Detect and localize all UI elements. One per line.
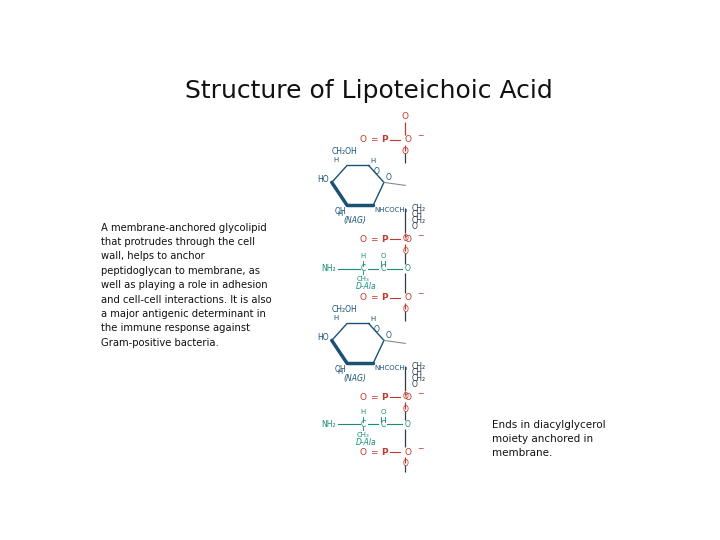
Text: CH₂: CH₂	[412, 204, 426, 213]
Text: −: −	[418, 389, 424, 398]
Text: Ends in diacylglycerol
moiety anchored in
membrane.: Ends in diacylglycerol moiety anchored i…	[492, 420, 606, 458]
Text: CH₂OH: CH₂OH	[331, 147, 357, 156]
Text: O: O	[360, 235, 367, 244]
Text: NH₂: NH₂	[321, 264, 336, 273]
Text: CH₂: CH₂	[412, 374, 426, 383]
Text: C: C	[361, 420, 366, 429]
Text: O: O	[380, 253, 386, 259]
Text: P: P	[381, 293, 387, 302]
Text: CH₂: CH₂	[412, 362, 426, 371]
Text: CH₃: CH₃	[357, 432, 370, 438]
Text: O: O	[402, 459, 408, 468]
Text: O: O	[402, 234, 408, 244]
Text: =: =	[369, 448, 377, 457]
Text: CH: CH	[412, 210, 423, 219]
Text: −: −	[418, 444, 424, 453]
Text: OH: OH	[334, 207, 346, 215]
Text: O: O	[405, 393, 412, 402]
Text: −: −	[418, 231, 424, 240]
Text: O: O	[402, 393, 408, 401]
Text: O: O	[386, 331, 392, 340]
Text: C: C	[380, 420, 386, 429]
Text: NH₂: NH₂	[321, 420, 336, 429]
Text: H: H	[361, 253, 366, 259]
Text: O: O	[386, 173, 392, 182]
Text: D-Ala: D-Ala	[356, 282, 377, 291]
Text: HO: HO	[318, 333, 329, 342]
Text: NHCOCH₃: NHCOCH₃	[374, 207, 408, 213]
Text: O: O	[402, 305, 408, 314]
Text: O: O	[360, 135, 367, 144]
Text: O: O	[402, 405, 408, 414]
Text: =: =	[369, 293, 377, 302]
Text: HO: HO	[318, 174, 329, 184]
Text: O: O	[360, 448, 367, 457]
Text: O: O	[405, 448, 412, 457]
Text: −: −	[418, 289, 424, 298]
Text: O: O	[402, 112, 409, 122]
Text: (NAG): (NAG)	[343, 374, 366, 383]
Text: O: O	[373, 325, 379, 334]
Text: NHCOCH₃: NHCOCH₃	[374, 366, 408, 372]
Text: H: H	[338, 369, 343, 375]
Text: P: P	[381, 235, 387, 244]
Text: H: H	[338, 211, 343, 217]
Text: CH₃: CH₃	[357, 276, 370, 282]
Text: O: O	[405, 135, 412, 144]
Text: O: O	[404, 264, 410, 273]
Text: H: H	[371, 316, 376, 322]
Text: A membrane-anchored glycolipid
that protrudes through the cell
wall, helps to an: A membrane-anchored glycolipid that prot…	[101, 222, 271, 348]
Text: C: C	[361, 264, 366, 273]
Text: O: O	[412, 381, 418, 389]
Text: H: H	[361, 409, 366, 415]
Text: P: P	[381, 448, 387, 457]
Text: O: O	[360, 293, 367, 302]
Text: D-Ala: D-Ala	[356, 438, 377, 447]
Text: O: O	[402, 247, 408, 256]
Text: =: =	[369, 135, 377, 144]
Text: H: H	[371, 158, 376, 164]
Text: H: H	[333, 315, 338, 321]
Text: P: P	[381, 135, 387, 144]
Text: O: O	[373, 167, 379, 177]
Text: =: =	[369, 235, 377, 244]
Text: OH: OH	[334, 364, 346, 374]
Text: O: O	[380, 409, 386, 415]
Text: O: O	[405, 293, 412, 302]
Text: O: O	[412, 222, 418, 232]
Text: H: H	[333, 157, 338, 163]
Text: −: −	[418, 131, 424, 140]
Text: O: O	[404, 420, 410, 429]
Text: C: C	[380, 264, 386, 273]
Text: O: O	[402, 147, 409, 156]
Text: O: O	[360, 393, 367, 402]
Text: CH₂: CH₂	[412, 216, 426, 225]
Text: (NAG): (NAG)	[343, 216, 366, 225]
Text: =: =	[369, 393, 377, 402]
Text: CH₂OH: CH₂OH	[331, 305, 357, 314]
Text: Structure of Lipoteichoic Acid: Structure of Lipoteichoic Acid	[185, 79, 553, 103]
Text: CH: CH	[412, 368, 423, 377]
Text: O: O	[405, 235, 412, 244]
Text: P: P	[381, 393, 387, 402]
